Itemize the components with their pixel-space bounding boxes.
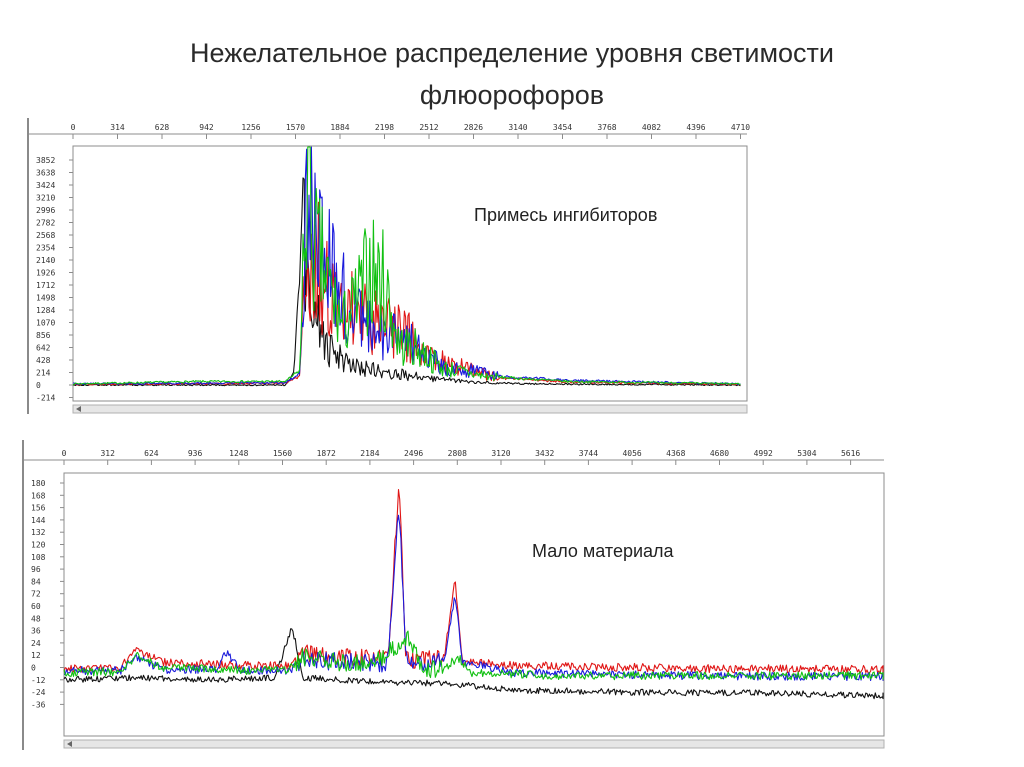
series-line	[63, 630, 884, 681]
y-tick-label: 2140	[36, 256, 55, 265]
chart-panel-low-material: 0 312 624 936 1248 1560 1872 2184 2496 2808 3120 34…	[22, 440, 899, 750]
x-tick-label: 4992	[754, 449, 773, 458]
x-tick-label: 2184	[360, 449, 379, 458]
y-tick-label: 1712	[36, 281, 55, 290]
y-tick-label: 168	[31, 491, 46, 500]
y-tick-label: 24	[31, 639, 41, 648]
scroll-left-icon[interactable]	[76, 406, 81, 412]
x-tick-label: 3744	[579, 449, 598, 458]
x-tick-label: 3120	[491, 449, 510, 458]
y-tick-label: 2568	[36, 231, 55, 240]
x-tick-label: 2496	[404, 449, 423, 458]
x-tick-label: 0	[71, 123, 76, 132]
y-tick-label: 180	[31, 479, 46, 488]
x-tick-label: 4056	[622, 449, 641, 458]
y-tick-label: 2354	[36, 244, 55, 253]
slide-title: Нежелательное распределение уровня свети…	[0, 32, 1024, 116]
x-tick-label: 2826	[464, 123, 483, 132]
y-tick-label: 2782	[36, 219, 55, 228]
x-tick-label: 2512	[419, 123, 438, 132]
x-tick-label: 3768	[597, 123, 616, 132]
x-tick-label: 4082	[642, 123, 661, 132]
x-tick-label: 1884	[330, 123, 349, 132]
y-tick-label: -214	[36, 394, 55, 403]
y-tick-label: 36	[31, 627, 41, 636]
x-tick-label: 312	[100, 449, 115, 458]
y-tick-label: -24	[31, 688, 46, 697]
y-tick-label: 96	[31, 565, 41, 574]
y-tick-label: 1284	[36, 306, 55, 315]
plot-area	[63, 472, 885, 737]
horizontal-scrollbar[interactable]	[63, 739, 885, 749]
x-tick-label: 1570	[286, 123, 305, 132]
y-tick-label: 3852	[36, 156, 55, 165]
chart-inhibitors: 0 314 628 942 1256 1570 1884 2198 2512 2826 3140 34…	[29, 123, 750, 414]
x-tick-label: 4710	[731, 123, 750, 132]
y-tick-label: 3638	[36, 169, 55, 178]
y-tick-label: 108	[31, 553, 46, 562]
chart-low-material: 0 312 624 936 1248 1560 1872 2184 2496 2808 3120 34…	[24, 449, 899, 749]
chart-annotation: Мало материала	[532, 541, 675, 561]
series-line	[72, 146, 741, 386]
x-tick-label: 314	[110, 123, 125, 132]
x-tick-label: 1560	[273, 449, 292, 458]
y-tick-label: 84	[31, 577, 41, 586]
x-tick-label: 1248	[229, 449, 248, 458]
y-tick-label: 156	[31, 504, 46, 513]
y-tick-label: 48	[31, 614, 41, 623]
y-tick-label: 132	[31, 528, 46, 537]
y-tick-label: 3210	[36, 194, 55, 203]
x-tick-label: 4396	[686, 123, 705, 132]
y-tick-label: 60	[31, 602, 41, 611]
x-tick-label: 0	[62, 449, 67, 458]
x-tick-label: 5616	[841, 449, 860, 458]
y-tick-label: 0	[31, 664, 36, 673]
x-tick-label: 942	[199, 123, 214, 132]
y-tick-label: 120	[31, 541, 46, 550]
y-tick-label: 642	[36, 344, 51, 353]
series-line	[72, 146, 741, 386]
y-tick-label: 144	[31, 516, 46, 525]
y-tick-label: 856	[36, 331, 51, 340]
x-tick-label: 2198	[375, 123, 394, 132]
x-tick-label: 624	[144, 449, 159, 458]
x-tick-label: 1872	[317, 449, 336, 458]
x-tick-label: 4368	[666, 449, 685, 458]
horizontal-scrollbar[interactable]	[72, 404, 748, 414]
series-line	[73, 177, 741, 387]
y-tick-label: 428	[36, 356, 51, 365]
chart-panel-inhibitors: 0 314 628 942 1256 1570 1884 2198 2512 2826 3140 34…	[27, 118, 750, 414]
y-tick-label: -36	[31, 700, 46, 709]
x-tick-label: 3432	[535, 449, 554, 458]
slide-title-line-2: флюорофоров	[419, 80, 605, 110]
x-tick-label: 1256	[241, 123, 260, 132]
y-tick-label: 3424	[36, 181, 55, 190]
y-tick-label: -12	[31, 676, 46, 685]
x-tick-label: 3140	[508, 123, 527, 132]
x-tick-label: 628	[155, 123, 170, 132]
series-line	[64, 514, 884, 682]
x-tick-label: 5304	[797, 449, 816, 458]
y-tick-label: 0	[36, 381, 41, 390]
x-tick-label: 4680	[710, 449, 729, 458]
y-tick-label: 214	[36, 369, 51, 378]
y-tick-label: 1926	[36, 269, 55, 278]
scroll-left-icon[interactable]	[67, 741, 72, 747]
x-tick-label: 3454	[553, 123, 572, 132]
slide-title-line-1: Нежелательное распределение уровня свети…	[189, 38, 834, 68]
y-tick-label: 1498	[36, 294, 55, 303]
y-tick-label: 2996	[36, 206, 55, 215]
series-line	[63, 628, 884, 700]
x-tick-label: 2808	[448, 449, 467, 458]
y-tick-label: 1070	[36, 319, 55, 328]
chart-annotation: Примесь ингибиторов	[474, 205, 657, 225]
x-tick-label: 936	[188, 449, 203, 458]
y-tick-label: 12	[31, 651, 41, 660]
series-line	[63, 489, 884, 675]
y-tick-label: 72	[31, 590, 41, 599]
